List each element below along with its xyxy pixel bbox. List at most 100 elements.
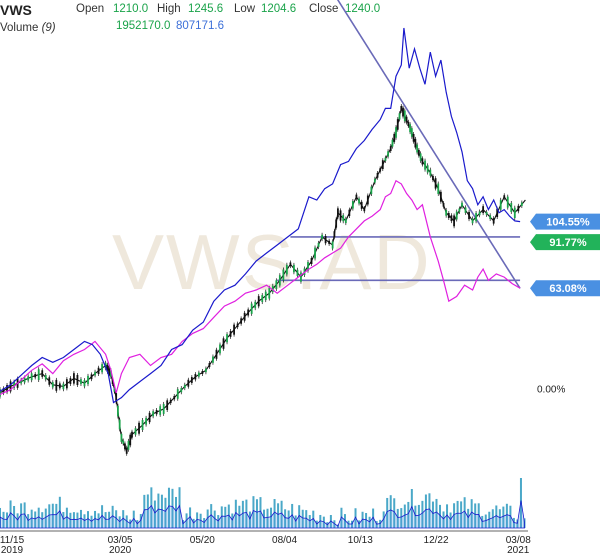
candle-body [80, 379, 82, 385]
candle-body [458, 208, 461, 212]
volume-bar [30, 509, 33, 528]
candle-body [381, 160, 384, 170]
volume-bar [505, 503, 508, 528]
volume-bar [97, 513, 100, 528]
candle-body [44, 375, 47, 380]
volume-bar [62, 511, 65, 528]
candle-body [125, 447, 128, 454]
candle-body [261, 295, 264, 303]
x-tick-year: 2021 [507, 545, 530, 556]
volume-bar [234, 499, 237, 528]
candle-body [510, 202, 513, 212]
candle-body [296, 269, 299, 276]
volume-bar [453, 503, 456, 528]
candle-body [485, 211, 488, 215]
candle-body [384, 157, 387, 161]
volume-value: 1952170.0 [116, 20, 171, 32]
candle-body [442, 202, 445, 207]
x-tick-year: 2019 [1, 545, 24, 556]
volume-bar [393, 498, 396, 528]
volume-bar [6, 512, 9, 528]
volume-bar [263, 509, 265, 528]
candle-body [317, 242, 320, 248]
volume-bar [365, 512, 368, 528]
candle-body [517, 205, 520, 212]
candle-body [520, 202, 523, 207]
candle-body [407, 121, 410, 127]
volume-bar [101, 505, 104, 528]
candle-body [366, 195, 369, 205]
candle-body [176, 389, 179, 399]
volume-bar [488, 511, 491, 528]
candle-body [240, 318, 243, 324]
candle-body [348, 209, 351, 217]
volume-bar [379, 519, 382, 528]
candle-body [419, 153, 422, 161]
volume-bar [0, 507, 1, 528]
candle-body [145, 417, 147, 425]
candle-body [503, 195, 506, 199]
candle-body [27, 376, 30, 381]
candle-body [445, 209, 448, 216]
candle-body [0, 389, 1, 397]
volume-bar [259, 497, 262, 528]
volume-bar [79, 509, 82, 528]
end-value-badge [530, 280, 600, 297]
close-label: Close [309, 3, 339, 15]
volume-bar [477, 503, 480, 528]
candle-body [492, 218, 495, 224]
candle-body [97, 367, 100, 375]
candle-body [205, 368, 207, 373]
high-label: High [157, 3, 181, 15]
candle-body [405, 116, 408, 123]
volume-bar [255, 499, 258, 528]
candle-body [108, 366, 111, 376]
candle-body [159, 406, 162, 415]
candle-body [87, 375, 89, 385]
candle-body [400, 106, 403, 111]
candle-body [152, 411, 155, 417]
candle-body [76, 374, 79, 386]
volume-bar [20, 503, 23, 528]
candle-body [437, 183, 440, 194]
candle-body [395, 127, 397, 138]
candle-body [6, 385, 8, 393]
end-value-badge [530, 213, 600, 230]
candle-body [328, 240, 331, 244]
candle-body [229, 330, 232, 337]
x-tick-year: 2020 [109, 545, 132, 556]
candle-body [254, 301, 257, 309]
candle-body [257, 296, 260, 307]
trendline-descending-0 [336, 0, 521, 289]
volume-bar [446, 504, 449, 528]
candle-body [23, 377, 26, 383]
y-tick-label: 0.00% [537, 385, 565, 396]
volume-bar [470, 499, 473, 528]
volume-bar [58, 496, 61, 528]
candle-body [180, 388, 183, 393]
candle-body [155, 410, 158, 415]
candle-body [122, 440, 125, 444]
candle-body [173, 396, 176, 400]
candle-body [513, 207, 516, 218]
volume-bar [439, 504, 441, 528]
candle-body [370, 186, 373, 195]
candle-body [243, 312, 246, 321]
volume-bar [104, 512, 107, 528]
volume-bar [206, 509, 209, 528]
volume-bar [83, 514, 86, 528]
volume-bar [55, 503, 58, 528]
candle-body [190, 377, 193, 383]
volume-bar [460, 501, 463, 528]
low-label: Low [234, 3, 256, 15]
candle-body [499, 199, 502, 210]
volume-bar [90, 515, 93, 528]
high-value: 1245.6 [188, 3, 224, 15]
x-tick-label: 11/15 [0, 535, 25, 546]
volume-bar [305, 510, 308, 528]
volume-bar [428, 493, 431, 528]
candle-body [363, 208, 366, 212]
candle-body [391, 139, 394, 147]
candle-body [410, 128, 413, 137]
